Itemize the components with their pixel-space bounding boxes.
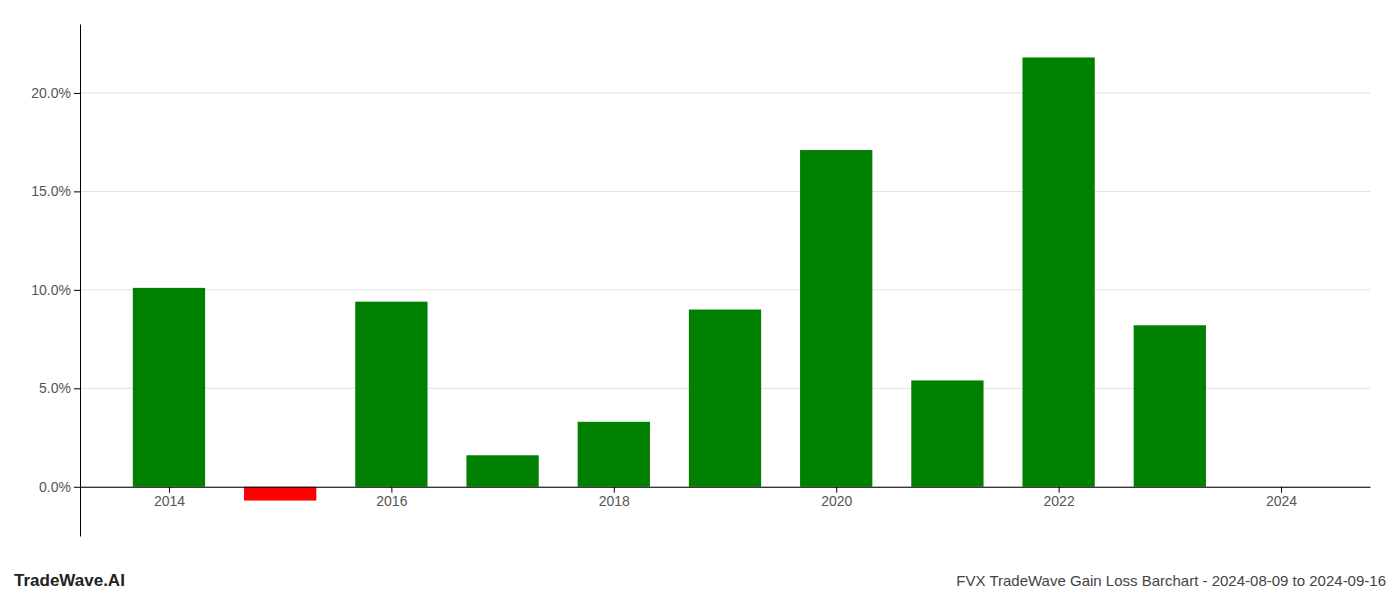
bar bbox=[689, 310, 761, 487]
bars bbox=[133, 57, 1206, 500]
y-tick: 5.0% bbox=[39, 380, 80, 396]
x-tick: 2020 bbox=[821, 487, 852, 509]
x-tick: 2014 bbox=[154, 487, 185, 509]
bar bbox=[355, 302, 427, 487]
bar bbox=[578, 422, 650, 487]
grid-line bbox=[80, 92, 1370, 93]
watermark: TradeWave.AI bbox=[14, 571, 125, 590]
bar bbox=[244, 487, 316, 501]
x-tick-label: 2024 bbox=[1266, 493, 1297, 509]
y-tick-mark bbox=[74, 388, 80, 389]
grid bbox=[80, 93, 1370, 487]
bar bbox=[1022, 57, 1094, 486]
y-tick-mark bbox=[74, 487, 80, 488]
x-axis: 2014 2016 2018 2020 2022 2024 bbox=[81, 487, 1371, 509]
bar bbox=[800, 150, 872, 487]
y-tick-mark bbox=[74, 191, 80, 192]
x-tick-label: 2016 bbox=[376, 493, 407, 509]
x-tick-label: 2022 bbox=[1044, 493, 1075, 509]
y-axis: 0.0% 5.0% 10.0% 15.0% 20.0% bbox=[31, 25, 80, 537]
x-tick-label: 2018 bbox=[599, 493, 630, 509]
bar bbox=[911, 380, 983, 486]
y-tick: 15.0% bbox=[31, 183, 80, 199]
y-tick-mark bbox=[74, 290, 80, 291]
y-tick-label: 20.0% bbox=[31, 85, 71, 101]
y-tick: 10.0% bbox=[31, 282, 80, 298]
x-tick: 2016 bbox=[376, 487, 407, 509]
grid-line bbox=[80, 191, 1370, 192]
x-tick-label: 2020 bbox=[821, 493, 852, 509]
y-tick: 20.0% bbox=[31, 85, 80, 101]
plot-area: 0.0%5.0%10.0%15.0%20.0%20142016201820202… bbox=[31, 25, 1370, 537]
grid-line bbox=[80, 289, 1370, 290]
x-axis-line bbox=[81, 487, 1371, 488]
bar bbox=[1134, 325, 1206, 486]
bar bbox=[466, 455, 538, 487]
x-tick: 2024 bbox=[1266, 487, 1297, 509]
y-tick-label: 15.0% bbox=[31, 183, 71, 199]
y-tick-label: 5.0% bbox=[39, 380, 71, 396]
title: FVX TradeWave Gain Loss Barchart - 2024-… bbox=[956, 572, 1386, 589]
x-tick-label: 2014 bbox=[154, 493, 185, 509]
chart: 0.0%5.0%10.0%15.0%20.0%20142016201820202… bbox=[0, 0, 1400, 600]
x-tick: 2018 bbox=[599, 487, 630, 509]
y-tick-mark bbox=[74, 93, 80, 94]
x-tick: 2022 bbox=[1044, 487, 1075, 509]
y-axis-line bbox=[80, 25, 81, 537]
y-tick: 0.0% bbox=[39, 479, 80, 495]
y-tick-label: 10.0% bbox=[31, 282, 71, 298]
y-tick-label: 0.0% bbox=[39, 479, 71, 495]
bar bbox=[133, 288, 205, 487]
